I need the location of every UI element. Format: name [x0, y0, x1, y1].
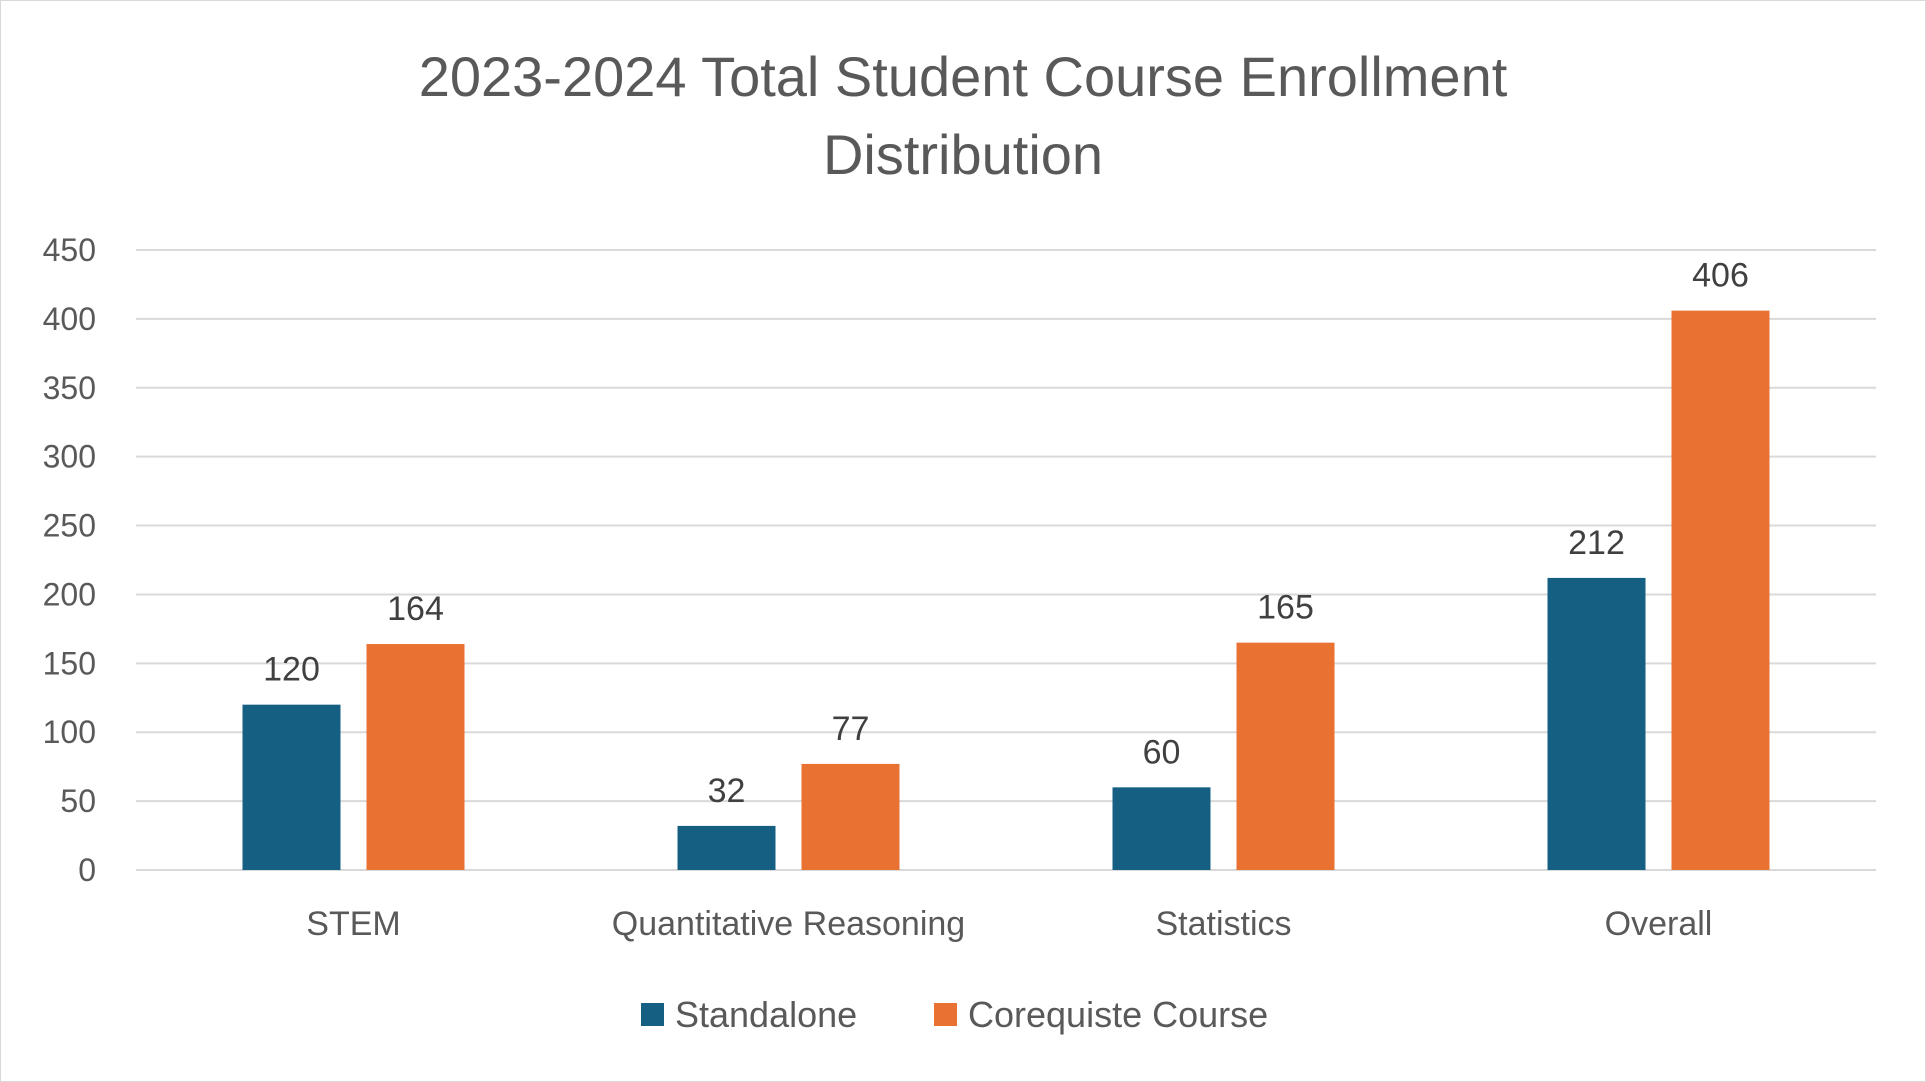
x-category-label: STEM [306, 905, 400, 943]
x-category-label: Statistics [1155, 905, 1291, 943]
y-tick-label: 400 [43, 301, 96, 337]
bar-corequiste-course-stem [366, 644, 465, 870]
data-label: 77 [832, 710, 870, 748]
data-label: 120 [263, 651, 320, 689]
data-label: 165 [1257, 589, 1314, 627]
legend-swatch-corequiste-course [934, 1003, 957, 1026]
data-label: 60 [1143, 733, 1181, 771]
data-label: 406 [1692, 257, 1749, 295]
bars [242, 310, 1770, 871]
y-axis-tick-labels: 0 50 100 150 200 250 300 350 400 450 [43, 232, 96, 888]
legend-label: Standalone [675, 994, 857, 1035]
x-axis-category-labels: STEM Quantitative Reasoning Statistics Over… [306, 905, 1712, 943]
y-tick-label: 300 [43, 439, 96, 475]
chart-title-line-1: 2023-2024 Total Student Course Enrollmen… [419, 45, 1508, 108]
bar-corequiste-course-overall [1671, 310, 1770, 871]
data-labels: 120 164 32 77 60 165 212 406 [263, 257, 1749, 810]
chart-title: 2023-2024 Total Student Course Enrollmen… [419, 45, 1508, 186]
y-tick-label: 450 [43, 232, 96, 268]
y-tick-label: 50 [60, 783, 96, 819]
y-tick-label: 150 [43, 645, 96, 681]
data-label: 164 [387, 590, 444, 628]
x-category-label: Quantitative Reasoning [612, 905, 965, 943]
chart-title-line-2: Distribution [823, 123, 1103, 186]
y-tick-label: 200 [43, 576, 96, 612]
bar-corequiste-course-statistics [1236, 642, 1335, 870]
y-tick-label: 250 [43, 508, 96, 544]
legend: Standalone Corequiste Course [641, 994, 1268, 1035]
data-label: 32 [708, 772, 746, 810]
bar-standalone-overall [1547, 577, 1646, 870]
bar-standalone-quantitative-reasoning [677, 825, 776, 870]
bar-standalone-stem [242, 704, 341, 870]
data-label: 212 [1568, 524, 1625, 562]
legend-label: Corequiste Course [968, 994, 1268, 1035]
bar-corequiste-course-quantitative-reasoning [801, 763, 900, 870]
y-tick-label: 350 [43, 370, 96, 406]
bar-standalone-statistics [1112, 787, 1211, 870]
y-tick-label: 0 [78, 852, 96, 888]
y-tick-label: 100 [43, 714, 96, 750]
legend-swatch-standalone [641, 1003, 664, 1026]
x-category-label: Overall [1605, 905, 1713, 943]
